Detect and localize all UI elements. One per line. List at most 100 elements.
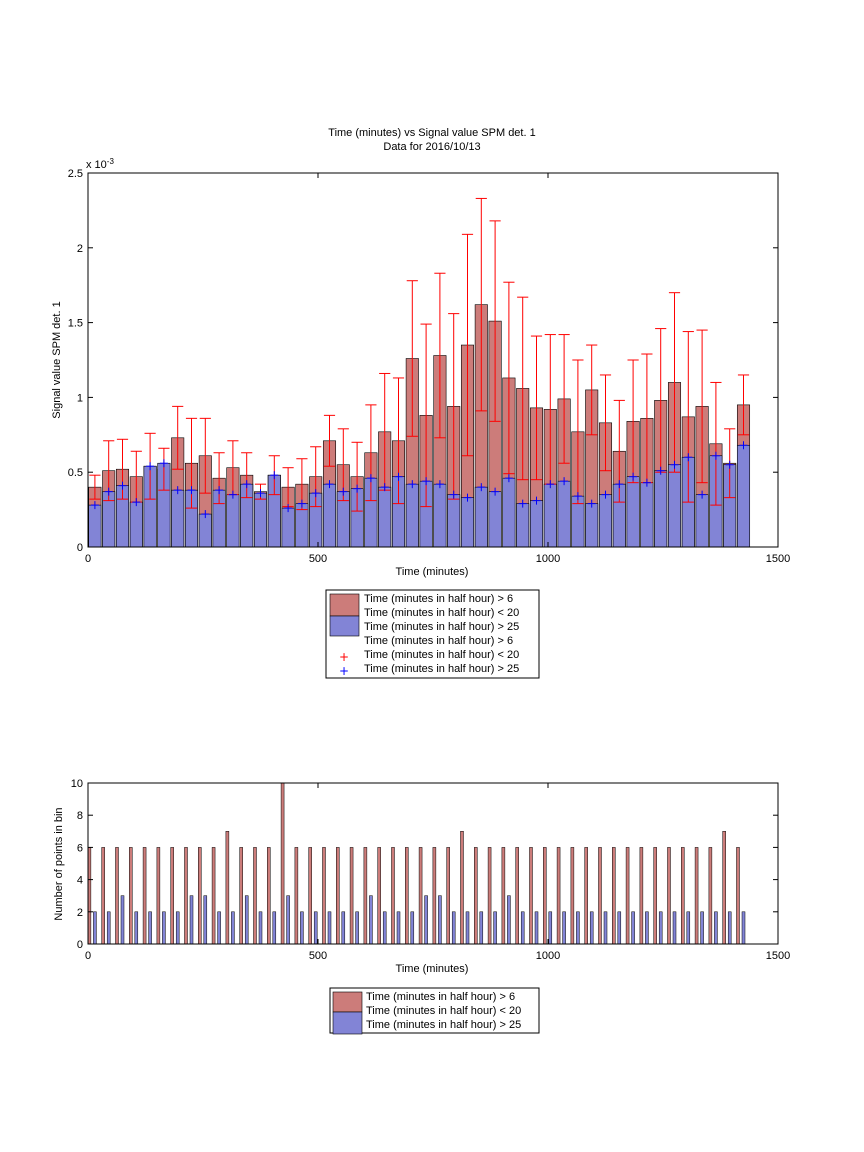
bottom-red-bar <box>198 847 202 945</box>
bottom-legend-entry: Time (minutes in half hour) > 6 <box>366 991 515 1003</box>
top-blue-bar <box>640 482 654 548</box>
bottom-red-bar <box>225 831 230 945</box>
top-blue-bar <box>585 503 599 548</box>
top-blue-bar <box>253 492 268 548</box>
top-blue-marker <box>698 490 707 499</box>
bottom-blue-bar <box>341 911 346 945</box>
top-blue-marker <box>642 478 651 487</box>
top-x-tick-label: 1000 <box>536 553 560 565</box>
bottom-red-bar <box>267 847 271 945</box>
top-blue-bar <box>295 503 309 548</box>
top-blue-bar <box>447 494 461 548</box>
top-red-error-bar <box>461 233 474 457</box>
bottom-legend-entry: Time (minutes in half hour) > 25 <box>366 1019 521 1031</box>
bottom-red-bar <box>101 847 105 945</box>
top-blue-marker <box>215 486 224 495</box>
bottom-blue-bar <box>686 911 691 945</box>
top-blue-bar <box>529 500 544 548</box>
bottom-red-bar <box>156 847 161 945</box>
bottom-chart: 0 500 1000 1500 0 2 4 6 8 10 Time (minutes) Numbe… <box>53 778 790 1035</box>
bottom-red-bar <box>405 847 409 945</box>
top-blue-bar <box>667 464 682 548</box>
top-blue-marker <box>159 459 168 468</box>
bottom-y-tick-label: 2 <box>77 907 83 919</box>
bottom-legend-entry: Time (minutes in half hour) < 20 <box>366 1005 521 1017</box>
bottom-red-bar <box>336 847 340 945</box>
top-blue-bar <box>460 497 475 548</box>
bottom-red-bar <box>211 847 216 945</box>
top-blue-bar <box>405 483 419 548</box>
bottom-blue-bar <box>562 911 566 945</box>
top-legend-entry: Time (minutes in half hour) > 6 <box>364 635 513 647</box>
top-legend-entry: Time (minutes in half hour) > 25 <box>364 621 519 633</box>
top-red-error-bar <box>365 404 377 502</box>
bottom-blue-bar <box>355 911 359 945</box>
top-blue-bar <box>488 491 502 548</box>
top-blue-marker <box>242 480 251 489</box>
bottom-blue-bar <box>617 911 622 945</box>
bottom-y-axis-label: Number of points in bin <box>53 807 65 920</box>
top-y-tick-label: 2.5 <box>68 168 83 180</box>
top-red-error-bar <box>420 323 432 508</box>
top-red-error-bar <box>696 329 708 484</box>
bottom-blue-bar <box>175 911 180 945</box>
top-red-error-bar <box>710 381 722 506</box>
bottom-red-bar <box>363 847 368 945</box>
bottom-red-bar <box>556 847 561 945</box>
bottom-blue-bar <box>741 911 746 945</box>
top-red-error-bar <box>323 414 336 467</box>
bottom-red-bar <box>280 782 285 945</box>
bottom-red-bar <box>612 847 616 945</box>
bottom-red-bar <box>501 847 506 945</box>
bottom-blue-bar <box>534 911 539 945</box>
top-axes-box <box>87 172 779 548</box>
top-blue-marker <box>684 453 693 462</box>
bottom-red-bar <box>722 831 726 945</box>
bottom-blue-bar <box>507 895 511 945</box>
bottom-red-bar <box>391 847 395 945</box>
bottom-red-bar <box>529 847 533 945</box>
bottom-red-bar <box>432 847 437 945</box>
bottom-axes-box <box>87 782 779 945</box>
bottom-red-bar <box>253 847 257 945</box>
top-y-tick-label: 0 <box>77 542 83 554</box>
top-blue-marker <box>228 490 237 499</box>
top-x-tick-label: 500 <box>309 553 327 565</box>
top-blue-marker <box>656 466 665 475</box>
bottom-blue-bar <box>327 911 332 945</box>
top-red-error-bar <box>503 281 515 475</box>
top-blue-marker <box>532 496 541 505</box>
top-chart-title: Time (minutes) vs Signal value SPM det. … <box>328 127 535 139</box>
bottom-blue-bar <box>93 911 97 945</box>
bottom-red-bar <box>460 831 464 945</box>
bottom-red-bar <box>515 847 519 945</box>
bottom-blue-bar <box>631 911 635 945</box>
top-red-error-bar <box>241 452 253 499</box>
bottom-x-axis-label: Time (minutes) <box>396 963 469 975</box>
bottom-blue-bar <box>396 911 401 945</box>
bottom-red-bar <box>184 847 188 945</box>
bottom-x-tick-label: 1500 <box>766 950 790 962</box>
top-ticks: 0 500 1000 1500 0 0.5 1 1.5 2 2.5 <box>68 168 791 565</box>
top-blue-marker <box>311 489 320 498</box>
top-legend-box <box>325 589 540 679</box>
top-blue-marker <box>339 487 348 496</box>
bottom-red-bar <box>170 847 174 945</box>
bottom-red-bar <box>708 847 713 945</box>
bottom-y-tick-label: 10 <box>71 778 83 790</box>
bottom-blue-bar <box>148 911 152 945</box>
bottom-blue-bar <box>465 911 470 945</box>
top-blue-bar <box>502 477 516 548</box>
top-blue-bar <box>557 480 571 548</box>
top-red-error-bar <box>599 374 612 472</box>
bottom-blue-bar <box>286 895 290 945</box>
bottom-red-bar <box>570 847 575 945</box>
bottom-blue-bar <box>451 911 456 945</box>
bottom-red-bar <box>543 847 547 945</box>
top-red-error-bar <box>199 417 211 494</box>
top-blue-marker <box>284 504 293 513</box>
top-blue-marker <box>366 474 375 483</box>
top-blue-marker <box>601 490 610 499</box>
top-y-tick-label: 1.5 <box>68 318 83 330</box>
